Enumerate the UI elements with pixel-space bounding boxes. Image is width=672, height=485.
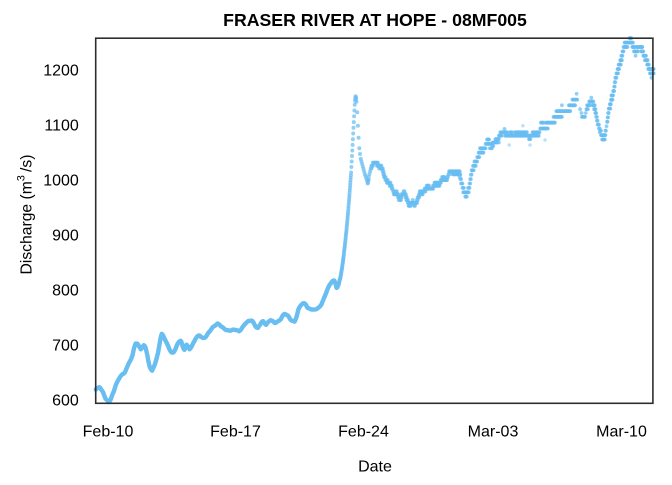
svg-text:600: 600 <box>52 393 79 410</box>
svg-text:Date: Date <box>358 459 392 476</box>
svg-text:FRASER RIVER AT HOPE - 08MF005: FRASER RIVER AT HOPE - 08MF005 <box>223 10 527 30</box>
svg-text:Feb-10: Feb-10 <box>83 424 134 441</box>
svg-text:1000: 1000 <box>43 172 79 189</box>
svg-text:1100: 1100 <box>44 117 79 134</box>
svg-text:Mar-10: Mar-10 <box>596 424 647 441</box>
svg-text:Feb-24: Feb-24 <box>338 424 389 441</box>
svg-text:Feb-17: Feb-17 <box>210 424 261 441</box>
svg-text:800: 800 <box>52 283 79 300</box>
svg-text:900: 900 <box>52 228 79 245</box>
svg-text:Discharge (m3 /s): Discharge (m3 /s) <box>16 155 36 275</box>
svg-text:Mar-03: Mar-03 <box>468 424 519 441</box>
svg-text:700: 700 <box>52 338 79 355</box>
svg-text:1200: 1200 <box>43 62 79 79</box>
